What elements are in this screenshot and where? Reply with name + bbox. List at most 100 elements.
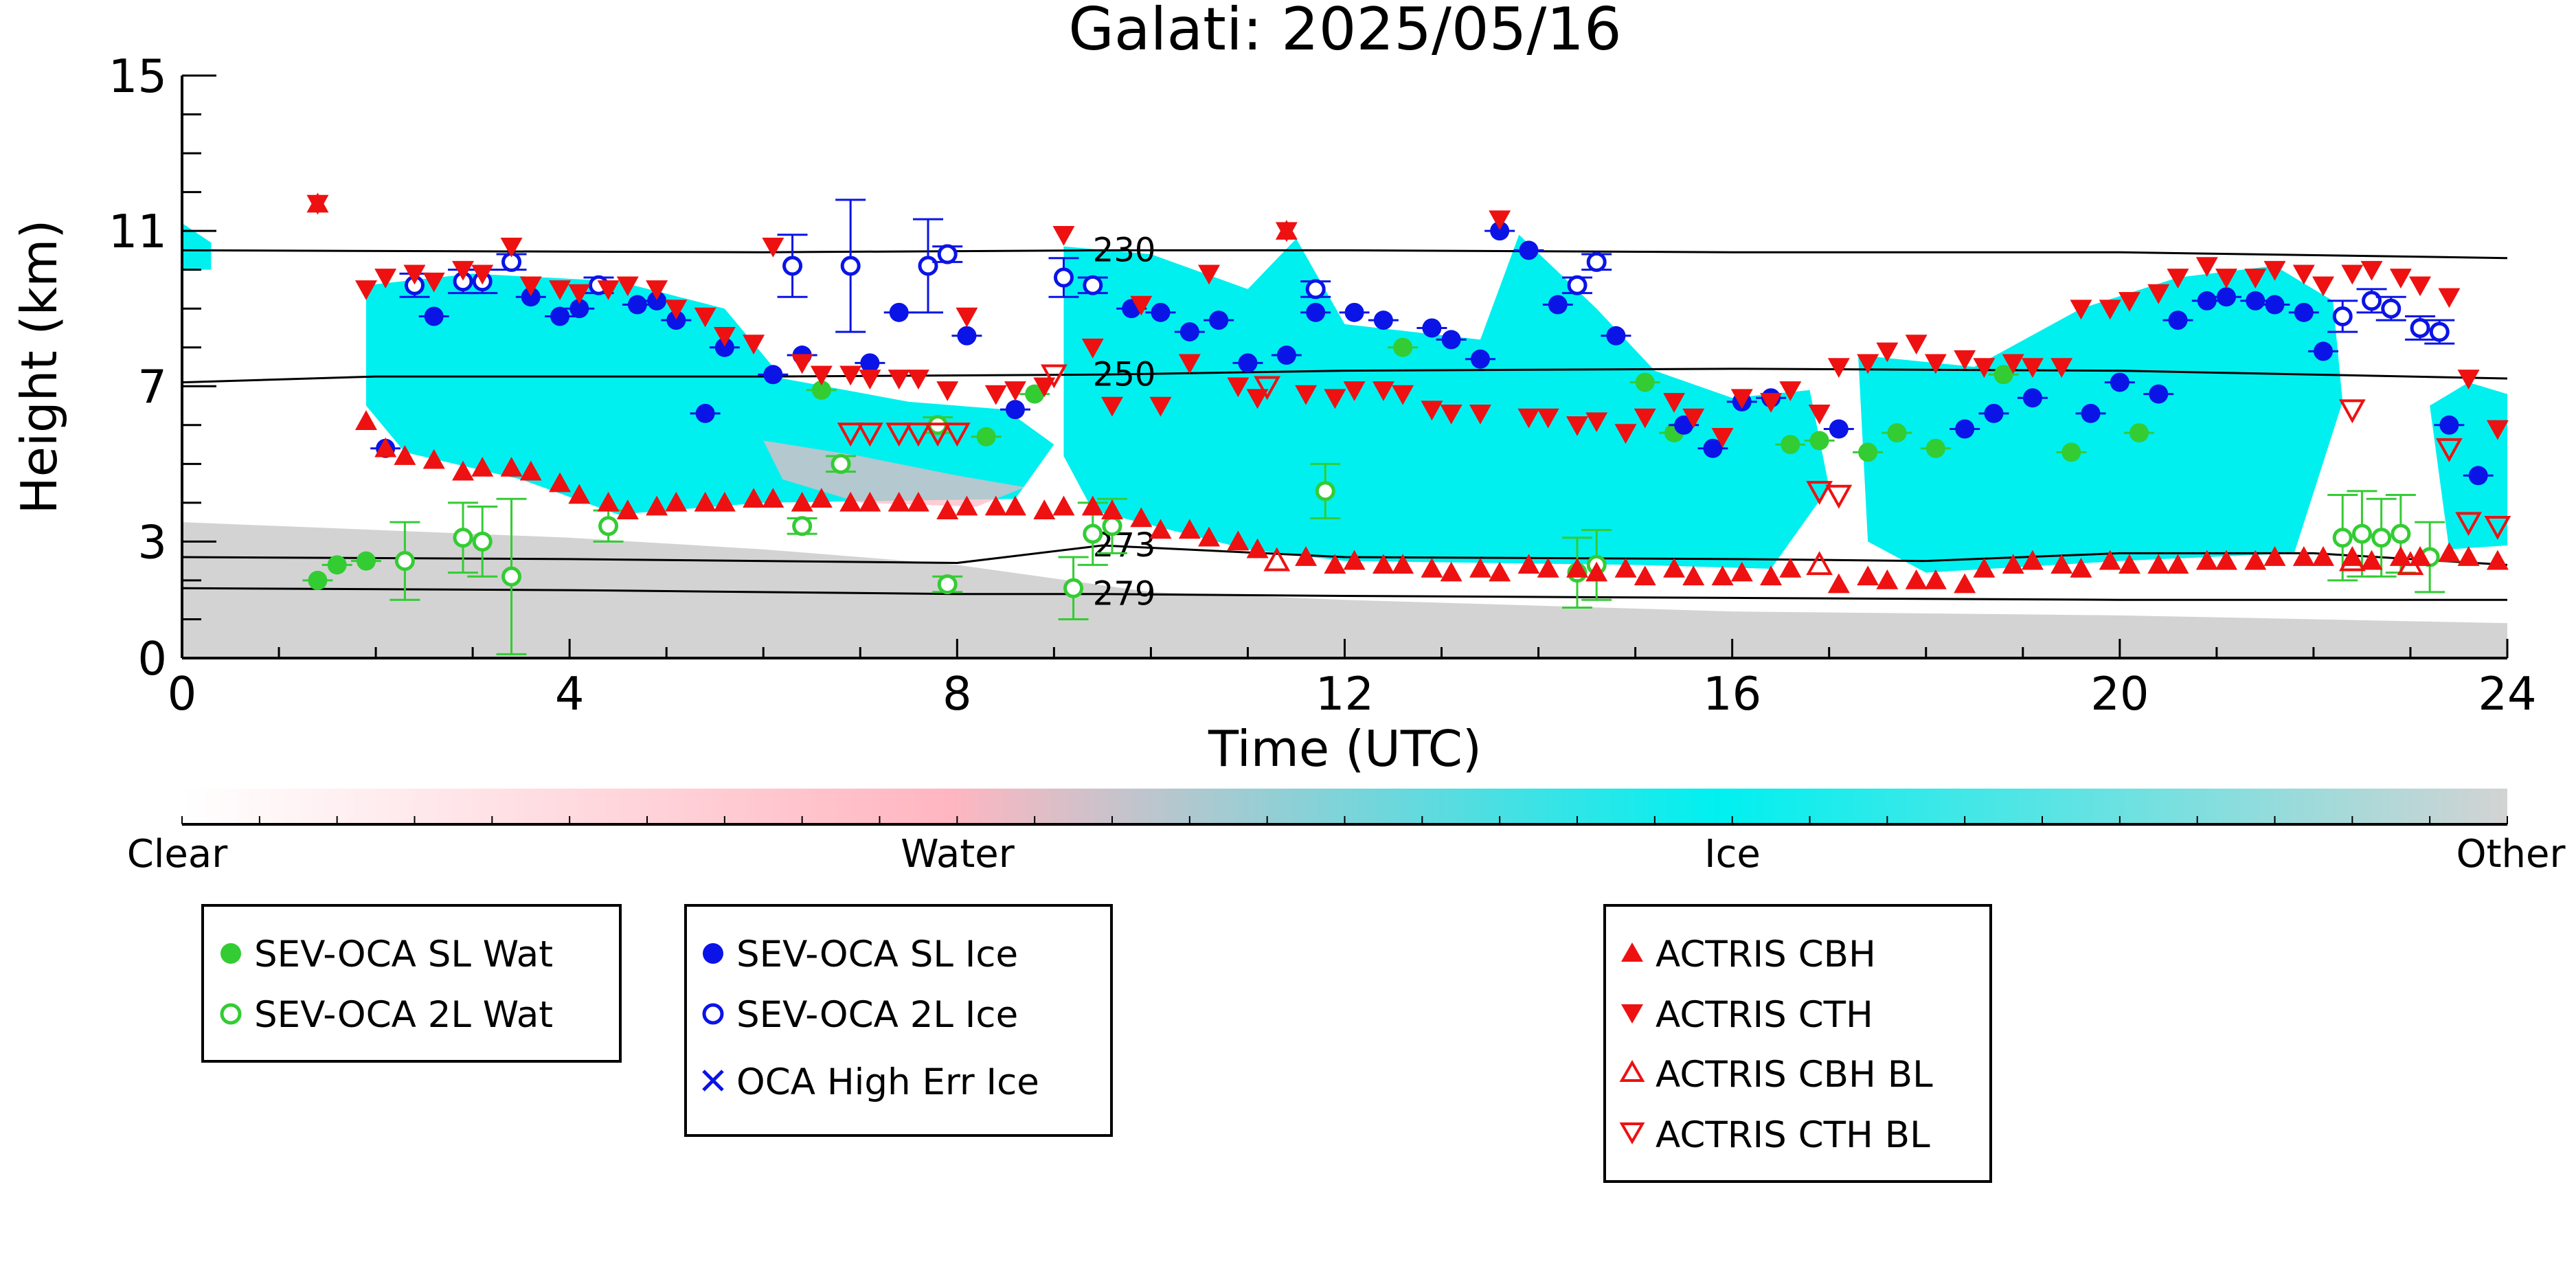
data-point [810,365,833,386]
data-point [549,280,572,300]
data-point [597,491,620,512]
data-point [519,276,542,297]
legend-label-cth-bl: ACTRIS CTH BL [1656,1114,1930,1156]
data-point [1052,495,1075,516]
data-point [471,264,494,285]
data-point [1857,354,1879,374]
data-point [2314,341,2334,361]
data-point [356,551,376,571]
data-point [1149,396,1172,417]
x-tick-label: 0 [168,667,197,721]
data-point [2338,399,2366,424]
data-point [1586,251,1607,272]
data-point [2197,291,2217,310]
data-point [374,437,397,457]
data-point [918,256,938,276]
legend-marker-cth [1621,1004,1643,1024]
data-point [888,491,910,512]
data-point [2021,550,2044,570]
legend-label-cbh: ACTRIS CBH [1656,934,1876,975]
chart-title: Galati: 2025/05/16 [1068,0,1622,64]
data-point [2244,550,2267,570]
data-point [1905,569,1928,589]
data-point [1566,416,1588,436]
data-point [2070,300,2092,320]
data-point [2438,288,2461,308]
data-point [1238,353,1258,373]
data-point [907,491,929,512]
data-point [1151,302,1171,322]
data-point [1634,408,1656,429]
data-point [1052,225,1075,246]
legend-marker-cbh [1621,942,1643,962]
legend-label-sl-wat: SEV-OCA SL Wat [254,934,553,975]
data-point [1809,431,1829,451]
data-point [957,326,977,346]
data-point [2438,542,2461,563]
data-point [1517,554,1540,574]
data-point [1663,393,1686,413]
data-point [937,244,958,264]
data-point [837,422,864,447]
data-point [2216,287,2236,307]
data-point [2455,512,2482,536]
data-point [1585,412,1608,433]
data-point [791,491,813,512]
data-point [1178,519,1201,539]
data-point [1372,554,1394,574]
data-point [500,237,523,258]
data-point [422,272,445,293]
series-1 [389,415,2445,655]
x-tick-label: 20 [2090,667,2149,721]
data-point [1829,419,1849,439]
data-point [424,306,444,326]
data-point [943,422,971,447]
data-point [956,495,978,516]
data-point [1101,499,1123,519]
data-point [1858,442,1878,462]
data-point [1682,565,1705,586]
data-point [743,335,765,355]
data-point [2362,291,2382,311]
data-point [1004,495,1026,516]
data-point [2486,420,2509,440]
data-point [1711,427,1734,448]
data-point [647,291,667,310]
data-point [2110,372,2129,392]
data-point [2215,269,2237,289]
data-point [792,516,813,536]
data-point [743,488,765,508]
data-point [2312,276,2335,297]
colorbar-ticks [181,816,2508,824]
data-point [471,456,494,477]
data-point [616,499,639,519]
data-point [452,260,475,281]
data-point [519,460,542,481]
legend-label-sl-ice: SEV-OCA SL Ice [736,934,1018,975]
data-point [2381,298,2402,319]
data-point [714,337,734,357]
data-point [2391,523,2411,544]
data-point [1040,364,1067,389]
data-point [1102,516,1122,536]
series-7 [1263,547,2424,576]
data-point [2351,523,2372,544]
data-point [2410,317,2430,338]
data-point [2292,546,2315,566]
data-point [1711,565,1734,586]
data-point [2332,528,2353,548]
data-point [1315,481,1335,501]
data-point [856,422,883,447]
legend-label-cbh-bl: ACTRIS CBH BL [1656,1054,1933,1096]
x-tick-label: 16 [1703,667,1761,721]
data-point [1973,358,1996,378]
series-3 [399,199,2455,345]
data-point [597,280,620,300]
data-point [1537,408,1559,429]
data-point [1674,415,1694,435]
y-tick-label: 11 [109,205,167,258]
legend-marker-sl-wat [221,943,241,964]
data-point [308,570,328,590]
data-point [2129,423,2149,443]
data-point [2332,306,2353,327]
